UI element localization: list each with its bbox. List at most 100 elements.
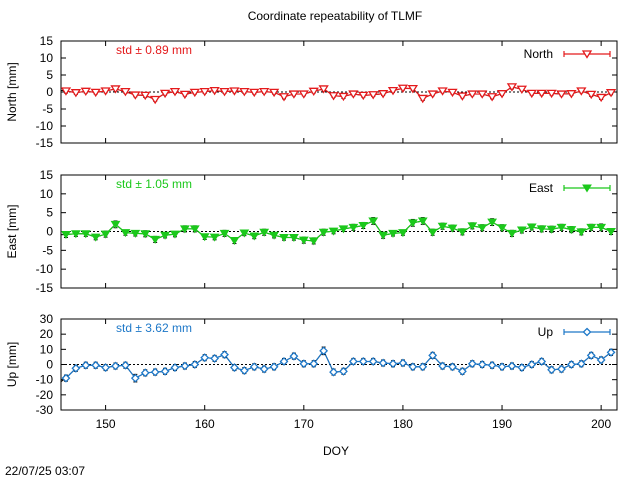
data-point [417, 217, 428, 226]
data-point [170, 363, 180, 372]
data-point [546, 225, 557, 234]
data-point [407, 219, 418, 228]
std-label: std ± 1.05 mm [116, 177, 192, 191]
data-point [566, 226, 577, 235]
data-point [259, 88, 270, 97]
data-point [269, 231, 279, 240]
data-point [526, 223, 537, 232]
data-point [546, 89, 557, 99]
data-point [437, 222, 448, 231]
data-point [398, 229, 408, 238]
data-point [596, 223, 607, 232]
data-point [547, 365, 557, 375]
data-point [517, 363, 527, 372]
data-point [279, 234, 289, 242]
data-point [368, 357, 378, 366]
data-point [100, 230, 111, 239]
data-point [576, 228, 587, 237]
y-tick-label: 10 [40, 51, 54, 65]
y-tick-label: 5 [46, 68, 53, 82]
series-up [61, 346, 616, 383]
std-label: std ± 0.89 mm [116, 43, 192, 57]
data-point [338, 92, 349, 102]
data-point [506, 83, 518, 92]
data-point [477, 360, 487, 369]
data-point [299, 359, 309, 369]
data-point [169, 88, 181, 97]
data-point [199, 88, 210, 97]
data-point [81, 360, 91, 370]
data-point [100, 87, 111, 96]
raw-series-line [61, 349, 612, 383]
timestamp: 22/07/25 03:07 [5, 464, 85, 478]
data-point [190, 360, 200, 369]
data-point [467, 359, 477, 369]
data-point [507, 229, 517, 238]
data-point [130, 91, 141, 100]
data-point [596, 355, 606, 365]
data-point [328, 227, 339, 236]
data-point [348, 357, 358, 366]
data-point [140, 230, 151, 239]
data-point [121, 360, 130, 370]
data-point [269, 362, 279, 372]
data-point [219, 88, 230, 97]
data-point [170, 230, 180, 239]
panel-north: 15 10 5 0 -5 -10 -15 North [mm] std ± 0.89 mm Nor… [5, 34, 618, 150]
series-east [61, 217, 616, 246]
data-point [448, 362, 457, 372]
data-point [447, 88, 458, 98]
legend-label: North [524, 47, 553, 61]
data-point [537, 357, 547, 366]
data-point [189, 88, 200, 98]
data-point [496, 90, 508, 99]
y-tick-label: 0 [46, 85, 53, 99]
data-point [268, 88, 280, 98]
data-point [210, 354, 220, 363]
data-point [487, 218, 498, 227]
data-point [418, 362, 428, 372]
data-point [219, 229, 230, 238]
x-tick-label: 150 [96, 417, 116, 431]
data-point [368, 91, 379, 100]
data-point [378, 358, 388, 368]
y-tick-label: 10 [40, 187, 54, 201]
y-tick-label: -15 [36, 281, 54, 295]
data-point [288, 90, 300, 99]
data-point [586, 350, 596, 360]
data-point [229, 237, 240, 245]
data-point [358, 91, 369, 101]
y-tick-label: 30 [40, 312, 54, 326]
data-point [249, 362, 259, 372]
y-axis-label: East [mm] [5, 204, 19, 258]
series-north [61, 83, 617, 105]
data-point [199, 233, 210, 242]
y-tick-label: -20 [36, 388, 54, 402]
data-point [149, 95, 161, 105]
data-point [557, 364, 566, 374]
data-point [387, 86, 399, 96]
data-point [377, 90, 389, 99]
data-point [595, 93, 607, 103]
data-point [289, 234, 299, 242]
data-point [90, 88, 101, 98]
data-point [348, 223, 359, 232]
data-point [289, 351, 299, 361]
data-point [249, 232, 260, 241]
data-point [487, 360, 497, 370]
data-point [477, 224, 488, 233]
data-point [120, 229, 131, 238]
data-point [566, 360, 576, 369]
data-point [338, 225, 349, 234]
data-point [90, 233, 101, 242]
data-point [467, 90, 478, 99]
data-point [110, 220, 121, 229]
data-point [536, 225, 547, 234]
data-point [447, 224, 458, 233]
y-axis-label: Up [mm] [5, 342, 19, 387]
data-point [319, 346, 329, 356]
data-point [249, 88, 260, 98]
data-point [368, 217, 379, 226]
